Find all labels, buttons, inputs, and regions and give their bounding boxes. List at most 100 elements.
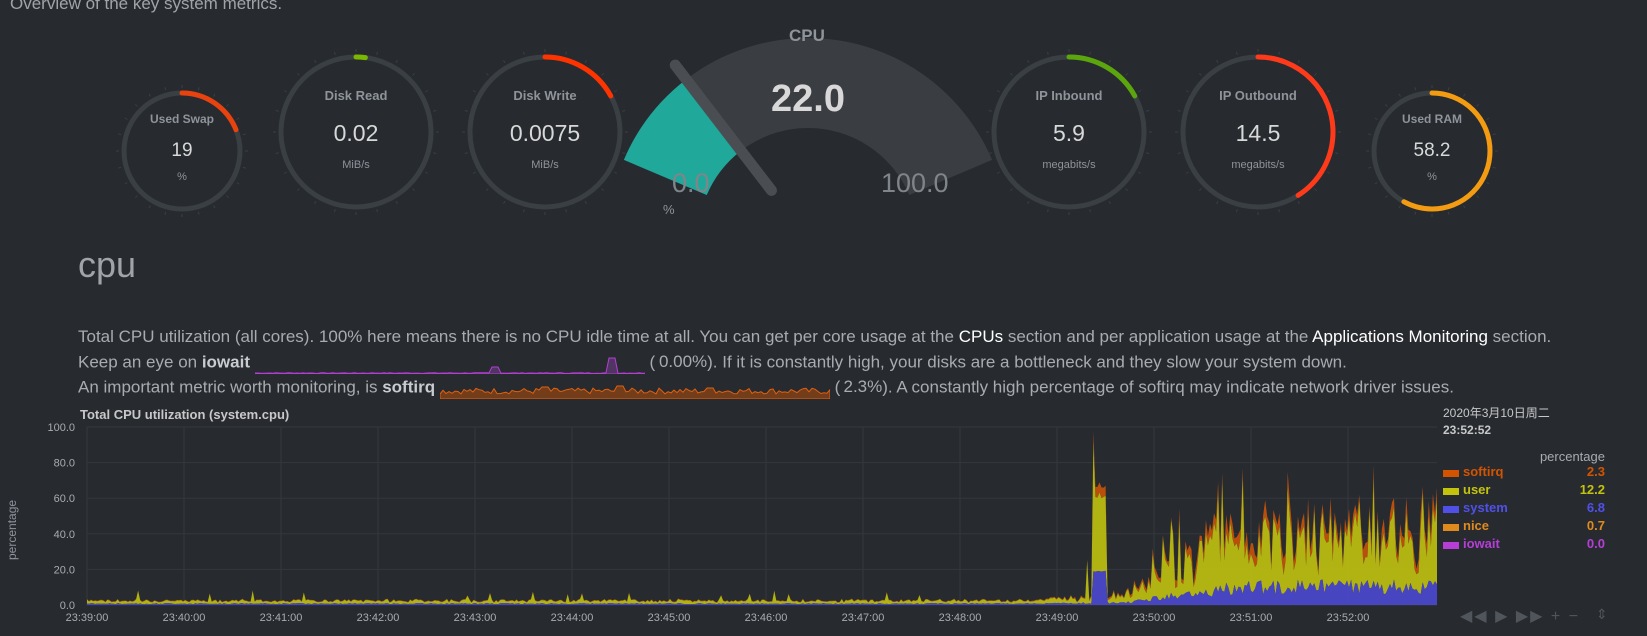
gauge-tick xyxy=(1089,51,1091,55)
legend-item-system[interactable]: system 6.8 xyxy=(1443,500,1605,518)
gauge-tick xyxy=(242,166,246,169)
gauge-tick xyxy=(503,201,506,205)
gauge-tick xyxy=(1146,152,1150,154)
gauge-tick xyxy=(622,152,626,154)
gauge-disk-write[interactable]: Disk Write 0.0075 MiB/s xyxy=(462,49,628,215)
gauge-tick xyxy=(425,171,429,174)
gauge-label: IP Inbound xyxy=(1035,88,1103,103)
x-tick-label: 23:52:00 xyxy=(1327,612,1370,624)
iowait-value: 0.00% xyxy=(658,352,708,372)
sparkline-path xyxy=(254,357,645,374)
gauge-tick xyxy=(118,166,122,169)
gauge-disk-read[interactable]: Disk Read 0.02 MiB/s xyxy=(273,49,439,215)
gauge-arc xyxy=(121,90,243,212)
x-tick-label: 23:43:00 xyxy=(454,612,497,624)
gauge-tick xyxy=(1335,110,1339,112)
x-tick-label: 23:49:00 xyxy=(1036,612,1079,624)
gauge-tick xyxy=(1009,188,1013,192)
softirq-value: 2.3% xyxy=(843,377,883,397)
gauge-tick xyxy=(395,201,398,205)
gauge-tick xyxy=(1414,211,1417,215)
gauge-tick xyxy=(472,90,476,93)
x-tick-label: 23:40:00 xyxy=(163,612,206,624)
text: ). If it is constantly high, your disks … xyxy=(707,352,1347,372)
x-tick-label: 23:50:00 xyxy=(1133,612,1176,624)
legend-rows: softirq 2.3 user 12.2 system 6.8 nice 0.7 iowait… xyxy=(1443,464,1605,554)
legend-item-softirq[interactable]: softirq 2.3 xyxy=(1443,464,1605,482)
gauge-tick xyxy=(1327,171,1331,174)
gauge-tick xyxy=(236,182,240,185)
gauge-tick xyxy=(236,117,240,120)
gauge-ip-inbound[interactable]: IP Inbound 5.9 megabits/s xyxy=(986,49,1152,215)
legend-item-user[interactable]: user 12.2 xyxy=(1443,482,1605,500)
legend-value: 6.8 xyxy=(1586,500,1605,515)
gauge-tick xyxy=(1278,51,1280,55)
gauge-tick xyxy=(614,171,618,174)
legend-name: user xyxy=(1463,482,1491,497)
gauge-label: Used RAM xyxy=(1401,112,1462,126)
gauge-ring xyxy=(273,49,439,215)
play-button[interactable]: ▶ xyxy=(1495,608,1510,625)
description-line-1: Total CPU utilization (all cores). 100% … xyxy=(78,327,1551,347)
iowait-sparkline[interactable] xyxy=(254,352,645,374)
gauge-tick xyxy=(1398,93,1401,97)
gauge-tick xyxy=(1185,171,1189,174)
gauge-tick xyxy=(1047,51,1049,55)
gauge-tick xyxy=(988,152,992,154)
pan-left-button[interactable]: ◀◀ xyxy=(1460,608,1489,625)
page-subtitle: Overview of the key system metrics. xyxy=(10,0,283,13)
gauge-tick xyxy=(1486,117,1490,120)
zoom-out-button[interactable]: − xyxy=(1568,608,1581,625)
gauge-tick xyxy=(213,93,216,97)
gauge-value: 58.2 xyxy=(1413,140,1451,161)
gauge-tick xyxy=(1374,182,1378,185)
cpu-gauge-max: 100.0 xyxy=(881,168,949,198)
gauge-tick xyxy=(1125,72,1129,76)
gauge-tick xyxy=(996,90,1000,93)
gauge-used-ram[interactable]: Used RAM 58.2 % xyxy=(1366,85,1498,217)
gauge-tick xyxy=(1278,209,1280,213)
cpu-gauge-value: 22.0 xyxy=(771,78,845,120)
gauge-tick xyxy=(275,152,279,154)
zoom-in-button[interactable]: + xyxy=(1550,608,1563,625)
gauge-tick xyxy=(1177,152,1181,154)
gauge-tick xyxy=(1297,59,1300,63)
gauge-tick xyxy=(1447,211,1450,215)
resize-handle-icon[interactable]: ⇕ xyxy=(1596,606,1608,622)
gauge-tick xyxy=(1492,166,1496,169)
gauge-ring xyxy=(116,85,248,217)
gauge-tick xyxy=(124,182,128,185)
gauge-tick xyxy=(1125,188,1129,192)
pan-right-button[interactable]: ▶▶ xyxy=(1515,608,1545,625)
gauge-tick xyxy=(1492,133,1496,136)
softirq-sparkline[interactable] xyxy=(439,377,830,399)
gauge-tick xyxy=(503,59,506,63)
applications-monitoring-link[interactable]: Applications Monitoring xyxy=(1312,327,1488,346)
gauge-tick xyxy=(1146,110,1150,112)
gauge-tick xyxy=(601,188,605,192)
gauge-tick xyxy=(226,195,230,199)
gauge-tick xyxy=(148,93,151,97)
gauge-used-swap[interactable]: Used Swap 19 % xyxy=(116,85,248,217)
cpus-link[interactable]: CPUs xyxy=(958,327,1004,346)
gauge-ip-outbound[interactable]: IP Outbound 14.5 megabits/s xyxy=(1175,49,1341,215)
gauge-tick xyxy=(1384,195,1388,199)
gauge-unit: MiB/s xyxy=(531,159,559,171)
gauge-arc xyxy=(991,54,1147,210)
x-tick-label: 23:47:00 xyxy=(842,612,885,624)
gauge-tick xyxy=(197,211,200,215)
description-line-3: An important metric worth monitoring, is… xyxy=(78,377,1454,399)
legend-value: 12.2 xyxy=(1579,482,1605,497)
x-tick-label: 23:46:00 xyxy=(745,612,788,624)
gauge-tick xyxy=(134,103,138,107)
gauge-unit: % xyxy=(177,171,187,183)
gauge-tick xyxy=(464,110,468,112)
gauge-tick xyxy=(197,87,200,91)
legend-item-nice[interactable]: nice 0.7 xyxy=(1443,518,1605,536)
gauge-tick xyxy=(1463,93,1466,97)
legend-item-iowait[interactable]: iowait 0.0 xyxy=(1443,536,1605,554)
y-tick-label: 0.0 xyxy=(60,600,75,612)
gauge-tick xyxy=(584,201,587,205)
gauge-label: Used Swap xyxy=(149,112,215,126)
